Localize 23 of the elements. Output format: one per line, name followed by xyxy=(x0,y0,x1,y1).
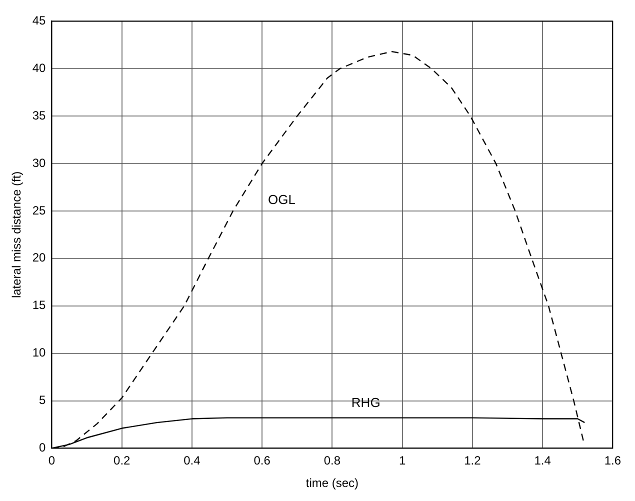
x-tick-label: 1.2 xyxy=(464,454,482,468)
x-tick-label: 1.4 xyxy=(534,454,552,468)
x-tick-label: 0.4 xyxy=(184,454,201,468)
y-tick-label: 45 xyxy=(32,14,46,28)
y-tick-label: 5 xyxy=(39,393,46,408)
y-tick-label: 35 xyxy=(32,108,46,122)
x-tick-label: 0.2 xyxy=(114,454,131,468)
y-tick-label: 40 xyxy=(32,60,46,75)
x-axis-title: time (sec) xyxy=(306,476,359,490)
y-tick-label: 20 xyxy=(32,250,46,265)
x-tick-label: 0 xyxy=(48,454,56,468)
x-tick-label: 1 xyxy=(398,454,406,468)
y-tick-label: 10 xyxy=(32,346,46,360)
x-tick-label: 0.6 xyxy=(254,454,271,468)
y-tick-label: 25 xyxy=(32,203,46,218)
y-tick-label: 30 xyxy=(32,156,46,170)
series-label: RHG xyxy=(351,394,380,410)
x-tick-label: 1.6 xyxy=(604,454,622,468)
y-tick-label: 0 xyxy=(39,440,46,455)
y-axis-title: lateral miss distance (ft) xyxy=(10,171,24,298)
y-tick-label: 15 xyxy=(32,298,46,312)
series-label: OGL xyxy=(268,192,296,208)
x-tick-label: 0.8 xyxy=(324,454,341,468)
